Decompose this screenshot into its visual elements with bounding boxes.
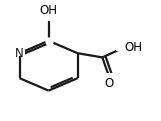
- Text: OH: OH: [40, 4, 58, 17]
- Bar: [14, 50, 25, 56]
- Text: OH: OH: [125, 41, 143, 54]
- Bar: [41, 15, 56, 21]
- Bar: [116, 45, 130, 51]
- Bar: [105, 73, 113, 79]
- Text: O: O: [104, 77, 113, 90]
- Text: N: N: [15, 47, 24, 60]
